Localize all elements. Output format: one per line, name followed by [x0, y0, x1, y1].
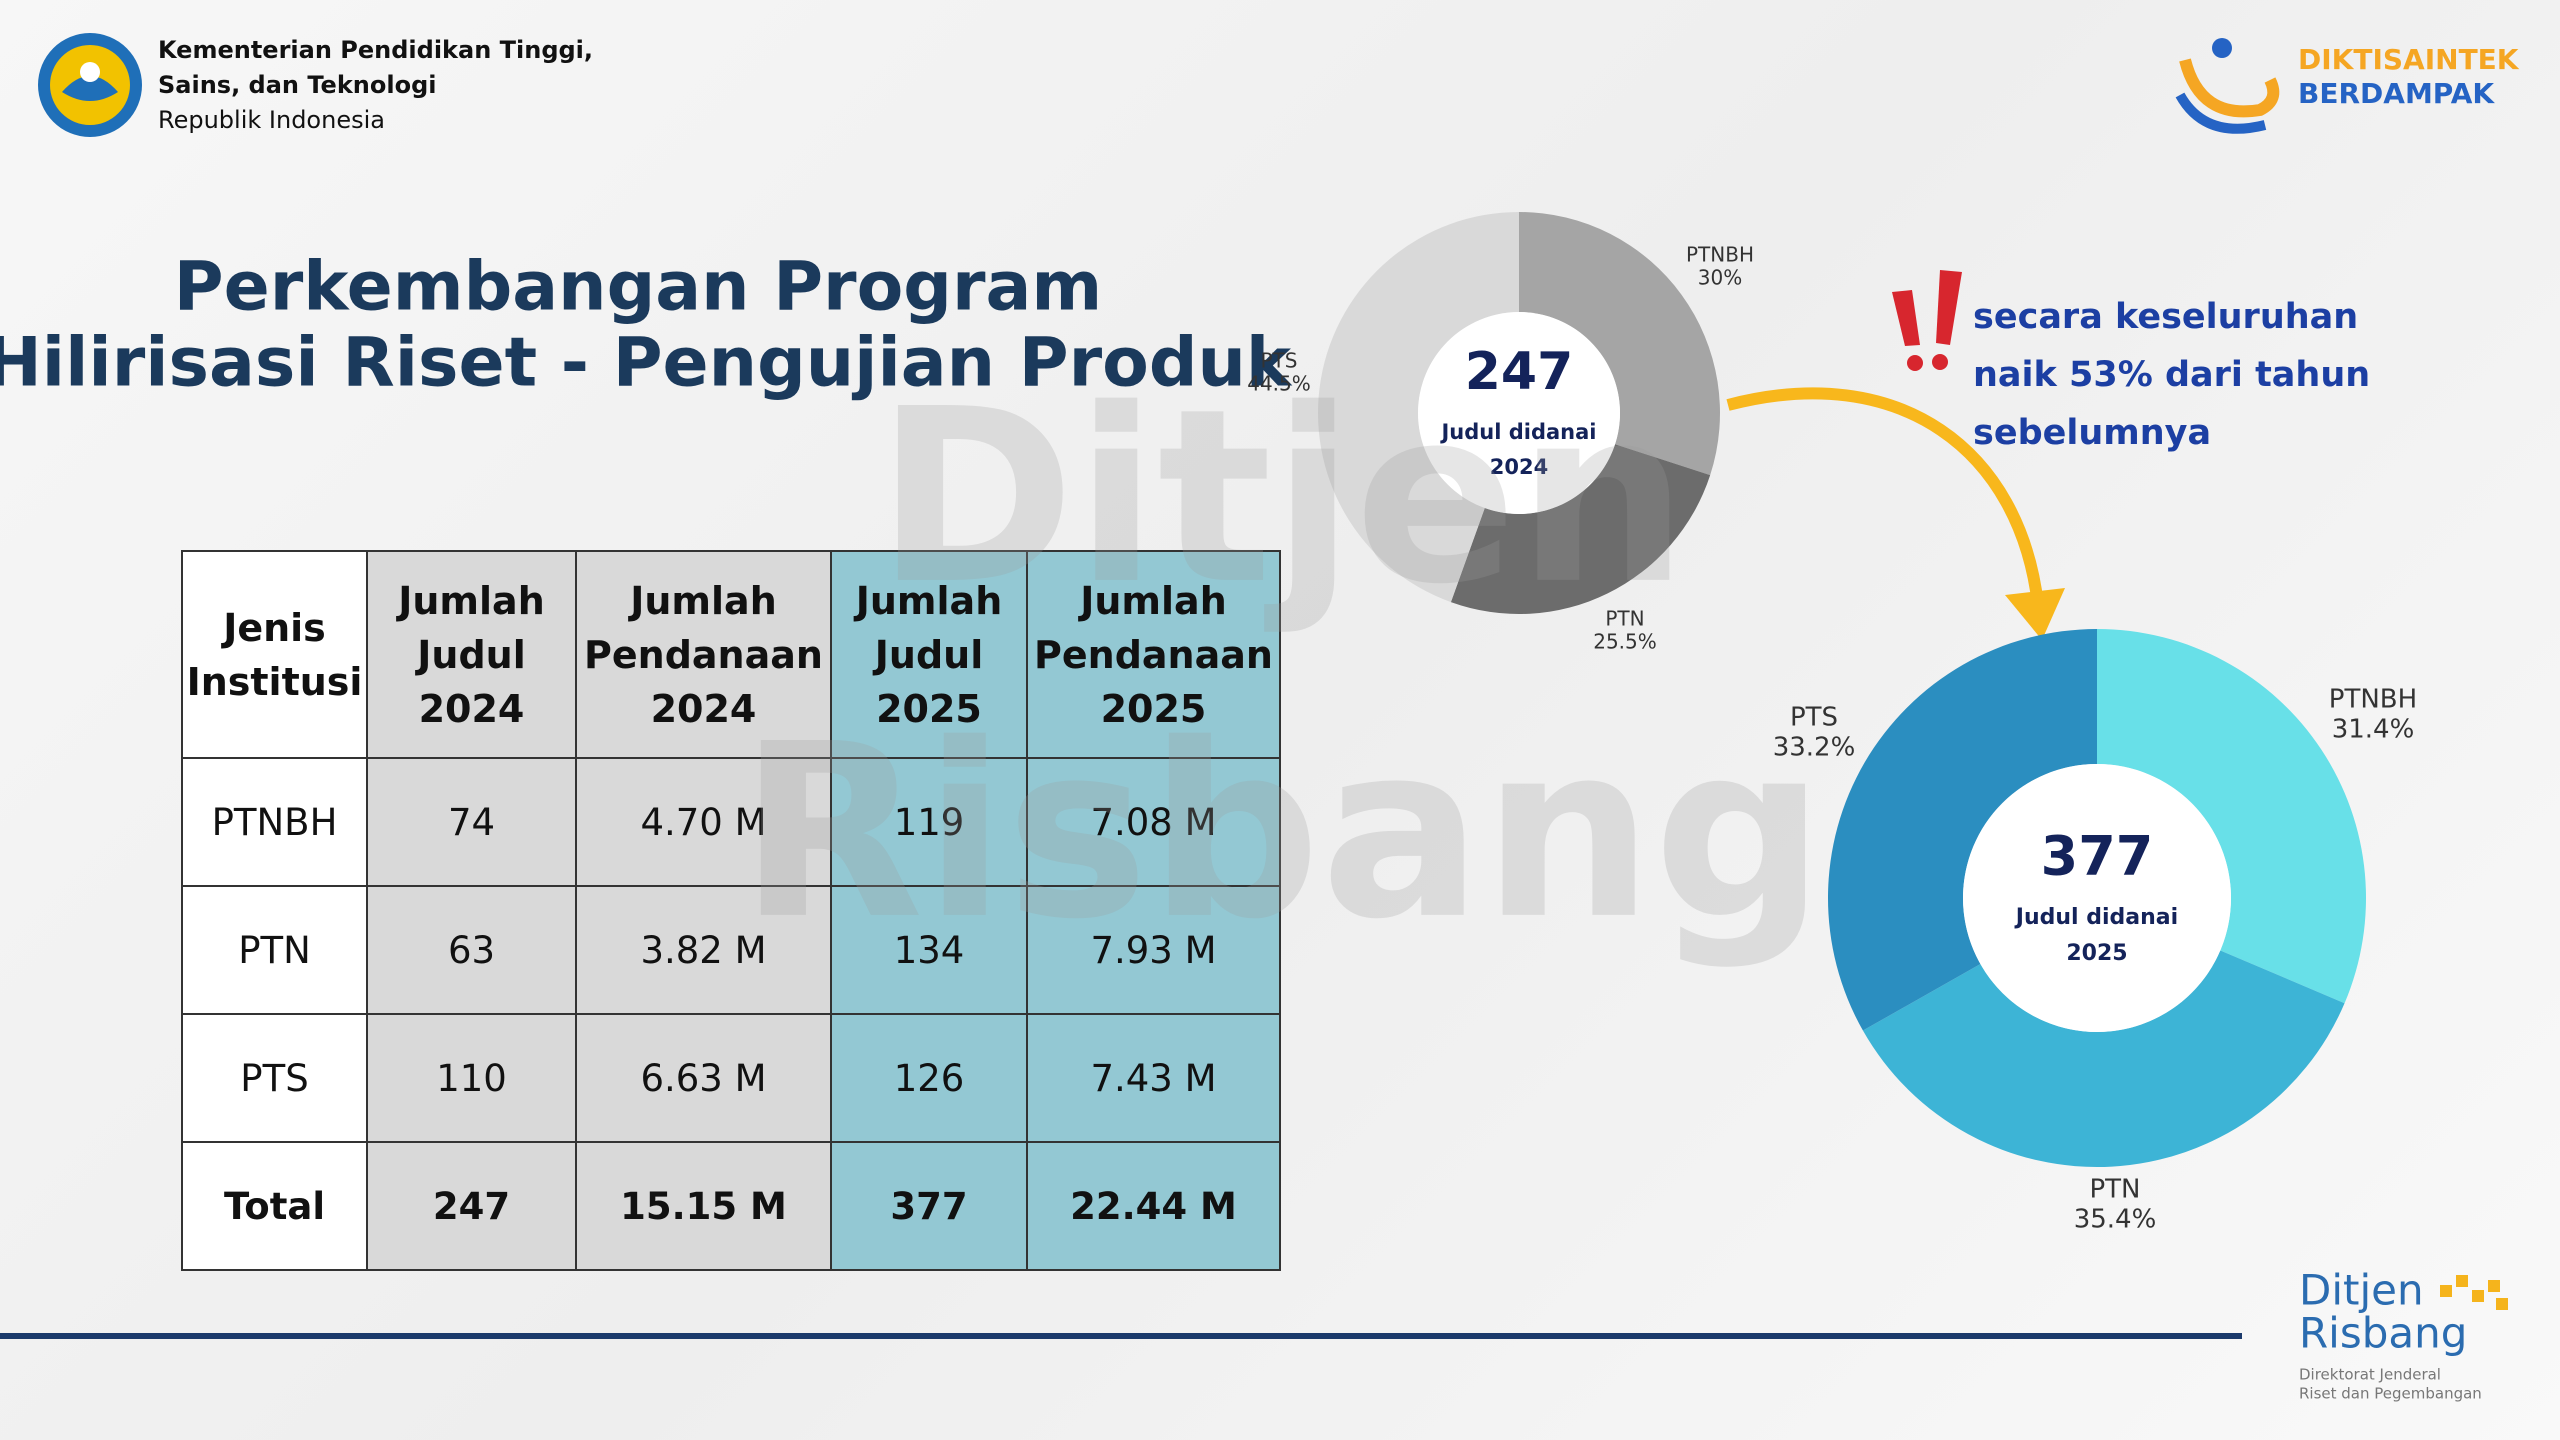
- header-cell: Jumlah Judul 2025: [830, 550, 1028, 759]
- center-year: 2024: [1490, 455, 1548, 479]
- table-row: Total 247 15.15 M 377 22.44 M: [181, 1141, 1281, 1271]
- data-table: Jenis Institusi Jumlah Judul 2024 Jumlah Penda…: [181, 550, 1281, 1271]
- campaign-text: BERDAMPAK: [2298, 77, 2495, 110]
- table-cell: PTNBH: [181, 757, 368, 887]
- arrow-head: [2005, 588, 2065, 640]
- table-row: PTNBH 74 4.70 M 119 7.08 M: [181, 757, 1281, 887]
- table-row: PTN 63 3.82 M 134 7.93 M: [181, 885, 1281, 1015]
- slide-title: Perkembangan Program: [174, 248, 1103, 327]
- header-text: Jumlah: [1080, 578, 1227, 623]
- segment-value-label: 35.4%: [2074, 1204, 2157, 1234]
- table-cell: 126: [830, 1013, 1028, 1143]
- table-cell: 247: [366, 1141, 577, 1271]
- table-cell: 22.44 M: [1026, 1141, 1281, 1271]
- table-cell: 7.08 M: [1026, 757, 1281, 887]
- header-cell: Jenis Institusi: [181, 550, 368, 759]
- table-cell: 15.15 M: [575, 1141, 832, 1271]
- table-cell: Total: [181, 1141, 368, 1271]
- header-text: 2025: [876, 686, 982, 731]
- footer-logo-mark: [2440, 1275, 2508, 1310]
- segment-label: PTNBH: [1686, 243, 1754, 267]
- donut-segment: [1318, 212, 1519, 603]
- donut-segment: [1862, 950, 2345, 1168]
- header-text: 2024: [418, 686, 525, 731]
- arrow: [1726, 387, 2044, 606]
- campaign-text: DIKTISAINTEK: [2298, 43, 2520, 76]
- campaign-logo: [2175, 38, 2280, 134]
- table-cell: 4.70 M: [575, 757, 832, 887]
- footer-logo-text: Risbang: [2299, 1309, 2467, 1358]
- table-cell: 63: [366, 885, 577, 1015]
- segment-label: PTS: [1790, 703, 1838, 733]
- footer-logo-text: Ditjen: [2299, 1266, 2424, 1315]
- slide-title: Hilirisasi Riset - Pengujian Produk: [0, 324, 1293, 403]
- header-text: Jumlah: [630, 578, 777, 623]
- table-cell: PTS: [181, 1013, 368, 1143]
- header-text: 2024: [650, 686, 757, 731]
- center-label: Judul didanai: [2014, 905, 2178, 930]
- center-value: 377: [2041, 825, 2154, 888]
- table-cell: 377: [830, 1141, 1028, 1271]
- donut-hole: [1418, 312, 1620, 514]
- header-text: Jumlah: [398, 578, 545, 623]
- footer-logo-subtitle: Direktorat Jenderal: [2299, 1366, 2441, 1384]
- ministry-name: Kementerian Pendidikan Tinggi,: [158, 36, 593, 64]
- country-name: Republik Indonesia: [158, 106, 385, 134]
- header-text: Pendanaan: [1034, 632, 1273, 677]
- table-row: PTS 110 6.63 M 126 7.43 M: [181, 1013, 1281, 1143]
- segment-value-label: 33.2%: [1773, 732, 1856, 762]
- table-cell: 110: [366, 1013, 577, 1143]
- callout-text: secara keseluruhan: [1973, 297, 2358, 337]
- donut-segment: [2097, 629, 2367, 1004]
- center-year: 2025: [2066, 941, 2127, 966]
- segment-label: PTNBH: [2329, 685, 2417, 715]
- callout-text: naik 53% dari tahun: [1973, 355, 2370, 395]
- header-cell: Jumlah Pendanaan 2025: [1026, 550, 1281, 759]
- segment-label: PTN: [2089, 1175, 2140, 1205]
- donut-segment: [1519, 212, 1720, 476]
- ministry-logo: [38, 33, 142, 137]
- header-text: Jumlah: [855, 578, 1003, 623]
- callout-text: sebelumnya: [1973, 413, 2211, 453]
- divider-line: [0, 1333, 2242, 1339]
- donut-segment: [1827, 629, 2097, 1031]
- header-text: Institusi: [186, 659, 363, 704]
- table-cell: 134: [830, 885, 1028, 1015]
- segment-label: PTN: [1605, 607, 1644, 631]
- segment-label: PTS: [1261, 349, 1298, 373]
- table-cell: 74: [366, 757, 577, 887]
- segment-value-label: 30%: [1698, 266, 1742, 290]
- header-text: Judul: [417, 632, 526, 677]
- table-cell: 7.93 M: [1026, 885, 1281, 1015]
- donut-segment: [1450, 444, 1711, 614]
- header-text: Judul: [874, 632, 984, 677]
- exclamation-icon: [1892, 270, 1962, 371]
- header-cell: Jumlah Pendanaan 2024: [575, 550, 832, 759]
- table-cell: PTN: [181, 885, 368, 1015]
- segment-value-label: 25.5%: [1593, 630, 1657, 654]
- header-cell: Jumlah Judul 2024: [366, 550, 577, 759]
- table-cell: 7.43 M: [1026, 1013, 1281, 1143]
- header-row: Jenis Institusi Jumlah Judul 2024 Jumlah Penda…: [181, 550, 1281, 759]
- header-text: 2025: [1100, 686, 1207, 731]
- header-text: Pendanaan: [584, 632, 823, 677]
- ministry-name: Sains, dan Teknologi: [158, 71, 436, 99]
- donut-hole: [1963, 764, 2231, 1032]
- table-cell: 119: [830, 757, 1028, 887]
- center-value: 247: [1465, 342, 1574, 402]
- center-label: Judul didanai: [1439, 420, 1596, 444]
- segment-value-label: 31.4%: [2332, 714, 2415, 744]
- header-text: Jenis: [223, 605, 326, 650]
- segment-value-label: 44.5%: [1247, 372, 1311, 396]
- table-cell: 3.82 M: [575, 885, 832, 1015]
- footer-logo-subtitle: Riset dan Pegembangan: [2299, 1385, 2482, 1403]
- table-cell: 6.63 M: [575, 1013, 832, 1143]
